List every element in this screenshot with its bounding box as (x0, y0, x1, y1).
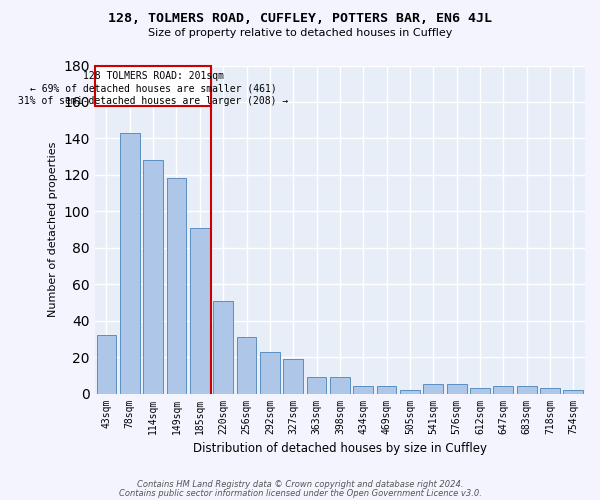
Bar (424, 384, 443, 394)
Text: 31% of semi-detached houses are larger (208) →: 31% of semi-detached houses are larger (… (18, 96, 288, 106)
Bar (167, 178, 187, 394)
Bar (563, 390, 583, 394)
Bar (446, 384, 467, 394)
Bar (260, 352, 280, 394)
Text: 128, TOLMERS ROAD, CUFFLEY, POTTERS BAR, EN6 4JL: 128, TOLMERS ROAD, CUFFLEY, POTTERS BAR,… (108, 12, 492, 26)
Bar (120, 133, 140, 394)
Bar (493, 386, 513, 394)
Text: ← 69% of detached houses are smaller (461): ← 69% of detached houses are smaller (46… (30, 84, 277, 94)
Text: Size of property relative to detached houses in Cuffley: Size of property relative to detached ho… (148, 28, 452, 38)
Bar (213, 300, 233, 394)
Bar (283, 359, 303, 394)
Y-axis label: Number of detached properties: Number of detached properties (48, 142, 58, 317)
X-axis label: Distribution of detached houses by size in Cuffley: Distribution of detached houses by size … (193, 442, 487, 455)
Bar (236, 337, 256, 394)
Text: 128 TOLMERS ROAD: 201sqm: 128 TOLMERS ROAD: 201sqm (83, 71, 224, 81)
Bar (517, 386, 536, 394)
Bar (307, 377, 326, 394)
Bar (143, 160, 163, 394)
Text: Contains public sector information licensed under the Open Government Licence v3: Contains public sector information licen… (119, 488, 481, 498)
Bar (470, 388, 490, 394)
Bar (353, 386, 373, 394)
Bar (330, 377, 350, 394)
Bar (400, 390, 420, 394)
Bar (377, 386, 397, 394)
Bar (190, 228, 210, 394)
Text: Contains HM Land Registry data © Crown copyright and database right 2024.: Contains HM Land Registry data © Crown c… (137, 480, 463, 489)
Bar (97, 335, 116, 394)
Bar (540, 388, 560, 394)
FancyBboxPatch shape (95, 66, 211, 106)
